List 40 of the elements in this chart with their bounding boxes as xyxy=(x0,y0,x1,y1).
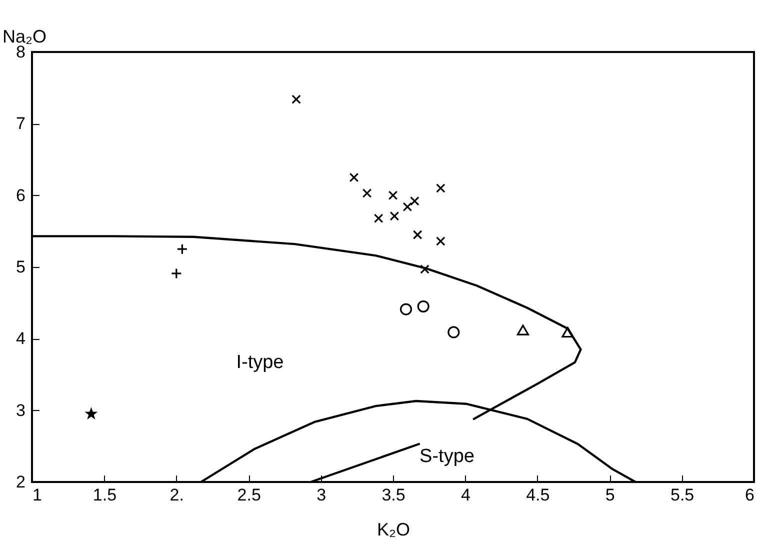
point xyxy=(388,190,398,200)
y-tick-label: 7 xyxy=(16,114,26,134)
y-tick-label: 2 xyxy=(16,472,26,492)
x-tick-label: 1.5 xyxy=(92,486,117,504)
point xyxy=(390,211,400,221)
point xyxy=(292,94,301,104)
point xyxy=(170,268,182,279)
point xyxy=(176,244,188,255)
x-tick-label: 4.5 xyxy=(526,486,550,504)
x-tick-label: 5 xyxy=(605,486,615,504)
y-tick-label: 6 xyxy=(16,186,26,205)
x-tick-label: 6 xyxy=(745,486,754,504)
y-tick-label: 4 xyxy=(16,329,26,348)
x-tick-label: 2.5 xyxy=(237,486,261,504)
point xyxy=(562,326,574,338)
point xyxy=(362,188,372,198)
point xyxy=(374,214,384,223)
x-tick-label: 4 xyxy=(460,486,470,504)
x-tick-label: 3 xyxy=(316,486,326,504)
point xyxy=(436,236,446,246)
y-tick-label: 5 xyxy=(16,258,26,276)
point xyxy=(86,408,96,418)
x-tick-label: 3.5 xyxy=(382,486,406,504)
point xyxy=(412,230,422,240)
point xyxy=(436,183,446,193)
x-axis-title: K₂O xyxy=(377,520,410,540)
x-tick-label: 2. xyxy=(170,486,184,504)
point xyxy=(410,196,420,206)
point xyxy=(516,324,530,336)
x-tick-label: 1 xyxy=(32,486,42,504)
point xyxy=(400,303,412,316)
point xyxy=(349,172,359,182)
point xyxy=(417,300,430,312)
point xyxy=(448,326,460,338)
point xyxy=(402,202,412,212)
x-tick-label: 5.5 xyxy=(670,486,694,504)
point xyxy=(420,264,430,274)
y-tick-label: 3 xyxy=(16,400,26,420)
annotation: S-type xyxy=(420,446,474,467)
annotation: I-type xyxy=(236,352,284,373)
